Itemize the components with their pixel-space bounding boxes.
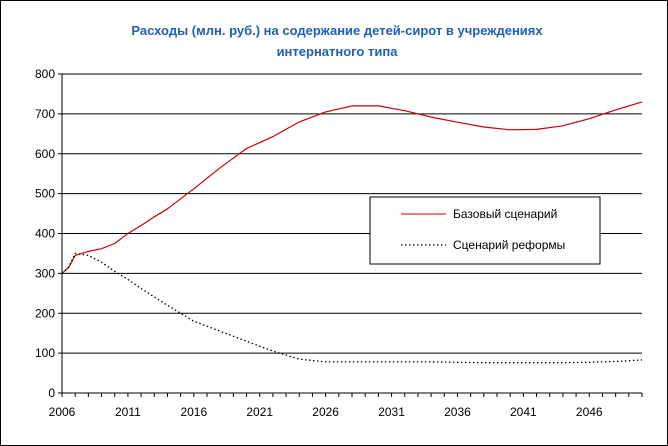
series-line-reform	[61, 252, 643, 364]
series-line-base	[61, 101, 643, 274]
chart-title-line1: Расходы (млн. руб.) на содержание детей-…	[131, 23, 543, 38]
y-tick-label-100: 100	[35, 346, 55, 360]
y-tick-label-0: 0	[48, 386, 55, 400]
legend: Базовый сценарий Сценарий реформы	[369, 196, 601, 265]
x-tick-label-2036: 2036	[444, 405, 471, 419]
y-tick-label-600: 600	[35, 147, 55, 161]
legend-box	[369, 196, 601, 265]
x-tick-label-2006: 2006	[49, 405, 76, 419]
x-tick-label-2041: 2041	[510, 405, 537, 419]
y-tick-label-500: 500	[35, 187, 55, 201]
x-tick-label-2026: 2026	[312, 405, 339, 419]
y-tick-label-300: 300	[35, 266, 55, 280]
y-tick-label-200: 200	[35, 306, 55, 320]
legend-label-reform: Сценарий реформы	[453, 238, 565, 252]
axes	[58, 73, 643, 397]
y-tick-label-700: 700	[35, 107, 55, 121]
x-tick-labels: 2006 2011 2016 2021 2026 2031 2036 2041 2046	[49, 405, 603, 419]
legend-label-base: Базовый сценарий	[453, 207, 557, 221]
x-tick-label-2016: 2016	[180, 405, 207, 419]
x-tick-label-2021: 2021	[246, 405, 273, 419]
y-tick-labels: 0 100 200 300 400 500 600 700 800	[35, 67, 55, 400]
y-tick-label-400: 400	[35, 227, 55, 241]
series-lines	[61, 101, 643, 364]
chart-title-line2: интернатного типа	[277, 44, 399, 59]
y-tick-label-800: 800	[35, 67, 55, 81]
gridlines	[62, 73, 642, 354]
x-tick-label-2046: 2046	[576, 405, 603, 419]
x-tick-label-2011: 2011	[115, 405, 141, 419]
x-tick-label-2031: 2031	[378, 405, 405, 419]
